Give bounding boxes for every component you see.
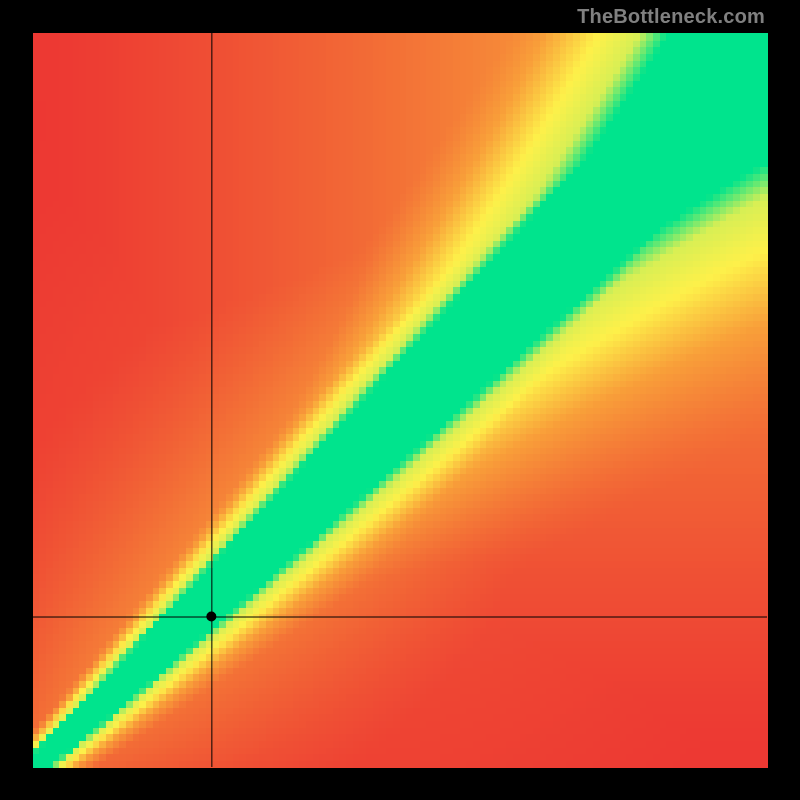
watermark-text: TheBottleneck.com (577, 6, 765, 29)
bottleneck-heatmap (0, 0, 800, 800)
chart-container: TheBottleneck.com (0, 0, 800, 800)
